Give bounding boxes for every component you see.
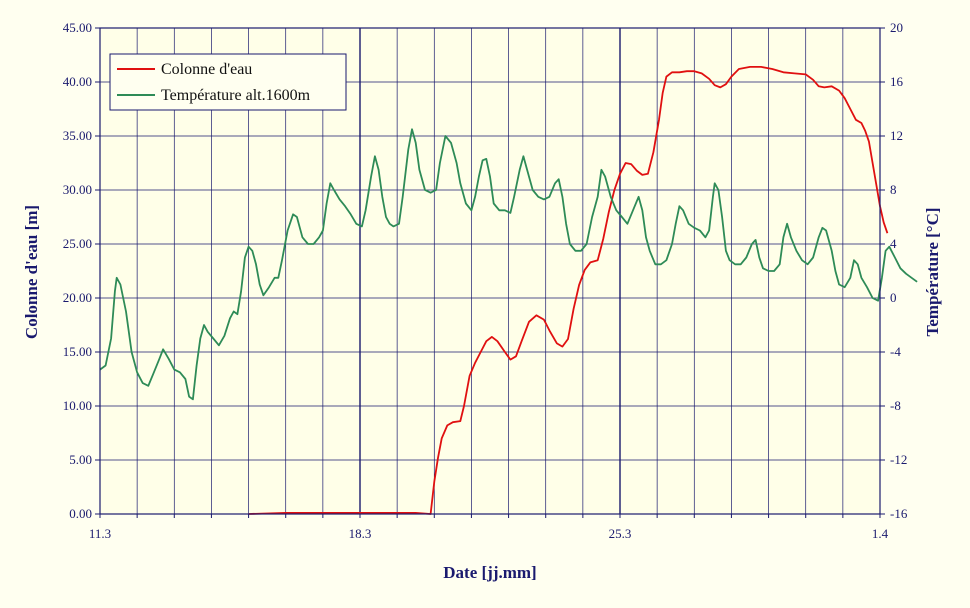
- series-line-0: [248, 66, 889, 515]
- y2-tick-label: 4: [890, 236, 897, 251]
- y2-tick-label: 16: [890, 74, 904, 89]
- axes: [95, 27, 885, 518]
- plot-border: [99, 27, 881, 515]
- y-tick-label: 35.00: [63, 128, 92, 143]
- y2-tick-label: -16: [890, 506, 908, 521]
- y2-tick-label: 8: [890, 182, 897, 197]
- series-line-1: [99, 128, 918, 401]
- y2-tick-label: -4: [890, 344, 901, 359]
- y-tick-label: 20.00: [63, 290, 92, 305]
- y2-axis-title: Température [°C]: [923, 207, 942, 336]
- y-tick-label: 30.00: [63, 182, 92, 197]
- y-tick-label: 25.00: [63, 236, 92, 251]
- y-tick-label: 45.00: [63, 20, 92, 35]
- y-tick-label: 5.00: [69, 452, 92, 467]
- tick-labels: 0.005.0010.0015.0020.0025.0030.0035.0040…: [63, 20, 908, 541]
- x-tick-label: 18.3: [349, 526, 372, 541]
- y2-tick-label: -8: [890, 398, 901, 413]
- y-tick-label: 15.00: [63, 344, 92, 359]
- y-tick-label: 10.00: [63, 398, 92, 413]
- x-tick-label: 11.3: [89, 526, 111, 541]
- y-axis-title: Colonne d'eau [m]: [22, 205, 41, 339]
- x-tick-label: 25.3: [609, 526, 632, 541]
- legend: Colonne d'eau Température alt.1600m: [109, 53, 347, 111]
- y2-tick-label: 20: [890, 20, 903, 35]
- legend-label-colonne: Colonne d'eau: [161, 61, 252, 78]
- y2-tick-label: 12: [890, 128, 903, 143]
- x-tick-label: 1.4: [872, 526, 889, 541]
- legend-label-temperature: Température alt.1600m: [161, 87, 311, 104]
- legend-box: [109, 53, 347, 111]
- x-axis-title: Date [jj.mm]: [443, 563, 536, 582]
- series-layer: [99, 66, 918, 515]
- y-tick-label: 0.00: [69, 506, 92, 521]
- y-tick-label: 40.00: [63, 74, 92, 89]
- y2-tick-label: 0: [890, 290, 897, 305]
- y2-tick-label: -12: [890, 452, 907, 467]
